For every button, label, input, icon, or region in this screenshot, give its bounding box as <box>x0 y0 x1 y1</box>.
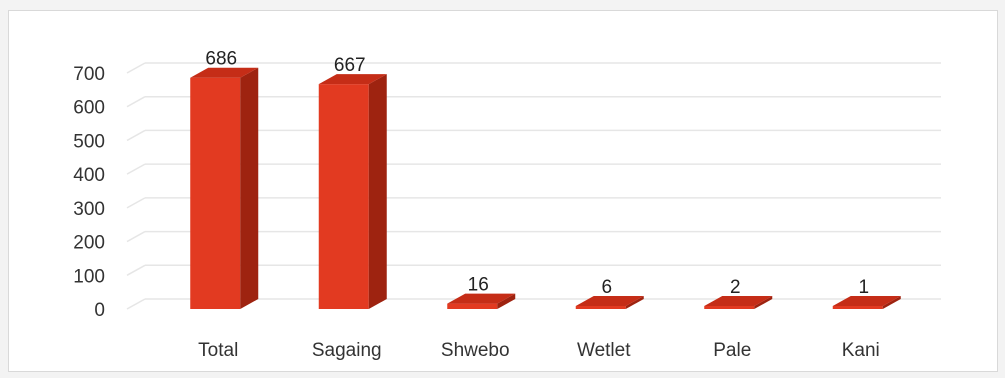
gridline-edge <box>126 62 146 74</box>
bar-side <box>497 293 516 309</box>
y-tick-label: 100 <box>73 266 105 287</box>
bar-front <box>447 303 498 309</box>
gridline-edge <box>126 230 146 243</box>
data-labels: 686 667 16 6 2 1 <box>205 49 869 298</box>
x-category-label: Kani <box>842 340 880 361</box>
y-tick-label: 400 <box>73 165 105 186</box>
bars <box>190 67 901 309</box>
bar-wetlet <box>575 296 644 309</box>
data-label: 6 <box>601 277 612 298</box>
y-tick-label: 0 <box>94 300 105 321</box>
bar-front <box>190 77 241 309</box>
bar-front <box>575 306 626 309</box>
gridline-edge <box>126 298 146 310</box>
x-category-label: Total <box>198 340 238 361</box>
bar-sagaing <box>318 74 387 309</box>
y-tick-label: 700 <box>73 64 105 85</box>
gridline-edge <box>126 264 146 276</box>
x-category-label: Sagaing <box>312 340 382 361</box>
bar-top <box>447 293 516 304</box>
bar-side <box>368 74 387 309</box>
data-label: 667 <box>334 55 366 76</box>
gridline-edge <box>126 197 146 209</box>
x-category-label: Shwebo <box>441 340 510 361</box>
y-tick-label: 200 <box>73 233 105 254</box>
y-tick-label: 500 <box>73 131 105 152</box>
bar-side <box>240 67 259 309</box>
gridline-edge <box>126 129 146 142</box>
y-axis-ticks: 0 100 200 300 400 500 600 700 <box>73 64 105 321</box>
data-label: 16 <box>468 275 489 296</box>
bar-side <box>754 296 773 309</box>
gridline-edge <box>126 96 146 108</box>
x-category-label: Pale <box>713 340 751 361</box>
bar-total <box>190 67 259 309</box>
data-label: 2 <box>730 277 741 298</box>
y-tick-label: 300 <box>73 199 105 220</box>
data-label: 686 <box>205 49 237 70</box>
chart-frame: 0 100 200 300 400 500 600 700 686 667 16 6 2 1 Total… <box>8 10 998 372</box>
bar-kani <box>832 296 901 309</box>
bar-top <box>575 296 644 306</box>
bar-pale <box>704 296 773 309</box>
bar-top <box>832 296 901 306</box>
bar-front <box>318 84 369 309</box>
bar-top <box>190 67 259 78</box>
bar-top <box>318 74 387 85</box>
y-tick-label: 600 <box>73 98 105 119</box>
bar-side <box>625 296 644 309</box>
x-axis-categories: Total Sagaing Shwebo Wetlet Pale Kani <box>198 340 880 361</box>
bar-front <box>832 306 883 309</box>
x-category-label: Wetlet <box>577 340 631 361</box>
bar-chart: 0 100 200 300 400 500 600 700 686 667 16 6 2 1 Total… <box>73 49 941 361</box>
gridline-edge <box>126 163 146 175</box>
gridlines <box>126 62 941 310</box>
bar-front <box>704 306 755 309</box>
bar-side <box>882 296 901 309</box>
bar-top <box>704 296 773 306</box>
bar-shwebo <box>447 293 516 309</box>
data-label: 1 <box>858 277 869 298</box>
